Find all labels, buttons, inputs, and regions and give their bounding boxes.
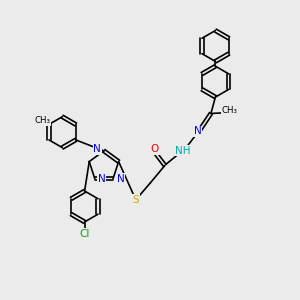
Text: CH₃: CH₃ (222, 106, 238, 115)
Text: N: N (117, 174, 124, 184)
Text: N: N (194, 126, 201, 136)
Text: N: N (93, 144, 101, 154)
Text: N: N (98, 174, 106, 184)
Text: CH₃: CH₃ (35, 116, 51, 125)
Text: NH: NH (175, 146, 190, 156)
Text: S: S (132, 195, 139, 205)
Text: Cl: Cl (80, 229, 90, 239)
Text: O: O (151, 144, 159, 154)
